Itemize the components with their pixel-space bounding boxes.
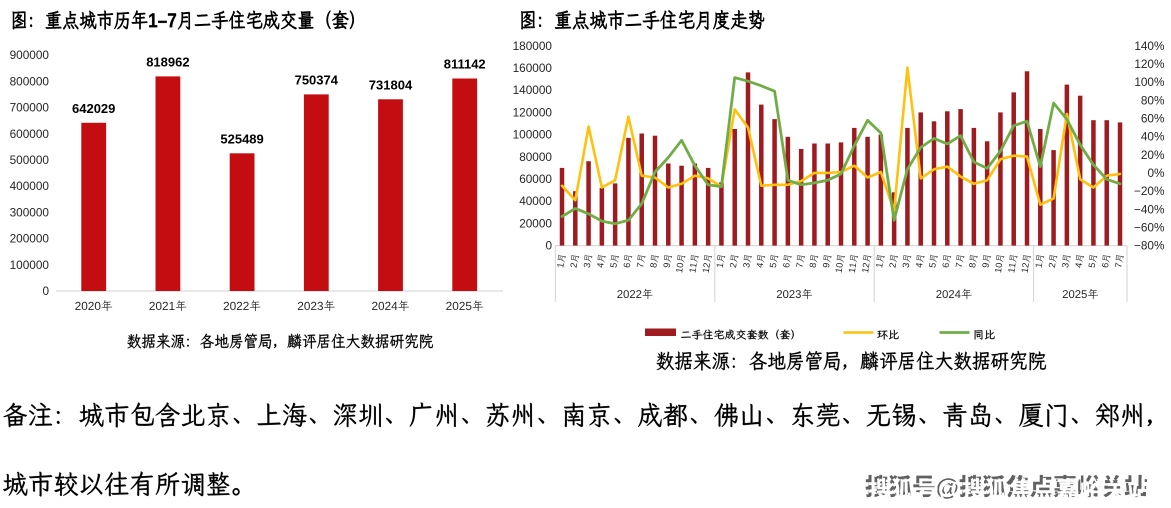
svg-text:818962: 818962 <box>146 54 189 69</box>
svg-text:120000: 120000 <box>513 105 553 119</box>
svg-text:400000: 400000 <box>10 179 50 193</box>
svg-text:−80%: −80% <box>1134 239 1165 253</box>
svg-text:0%: 0% <box>1147 166 1165 180</box>
svg-text:−60%: −60% <box>1134 220 1165 234</box>
svg-text:900000: 900000 <box>10 48 50 62</box>
svg-text:750374: 750374 <box>295 72 339 87</box>
svg-text:140000: 140000 <box>513 83 553 97</box>
svg-text:20000: 20000 <box>519 216 552 230</box>
svg-text:120%: 120% <box>1134 57 1165 71</box>
svg-text:40000: 40000 <box>519 194 552 208</box>
svg-text:60000: 60000 <box>519 172 552 186</box>
svg-text:100000: 100000 <box>10 258 50 272</box>
svg-text:600000: 600000 <box>10 127 50 141</box>
svg-text:80%: 80% <box>1141 93 1165 107</box>
svg-text:160000: 160000 <box>513 61 553 75</box>
svg-text:−20%: −20% <box>1134 184 1165 198</box>
svg-text:642029: 642029 <box>72 101 115 116</box>
svg-text:60%: 60% <box>1141 112 1165 126</box>
svg-text:700000: 700000 <box>10 101 50 115</box>
svg-text:100%: 100% <box>1134 75 1165 89</box>
svg-text:500000: 500000 <box>10 153 50 167</box>
svg-text:811142: 811142 <box>444 57 486 72</box>
svg-text:0: 0 <box>42 284 49 298</box>
svg-text:−40%: −40% <box>1134 202 1165 216</box>
svg-text:180000: 180000 <box>513 39 553 53</box>
svg-text:525489: 525489 <box>220 131 263 146</box>
svg-text:200000: 200000 <box>10 232 50 246</box>
svg-text:300000: 300000 <box>10 205 50 219</box>
svg-text:140%: 140% <box>1134 39 1165 53</box>
svg-text:80000: 80000 <box>519 150 552 164</box>
svg-text:20%: 20% <box>1141 148 1165 162</box>
svg-text:731804: 731804 <box>369 77 413 92</box>
svg-text:800000: 800000 <box>10 74 50 88</box>
svg-text:40%: 40% <box>1141 130 1165 144</box>
svg-text:100000: 100000 <box>513 128 553 142</box>
svg-text:0: 0 <box>545 239 552 253</box>
